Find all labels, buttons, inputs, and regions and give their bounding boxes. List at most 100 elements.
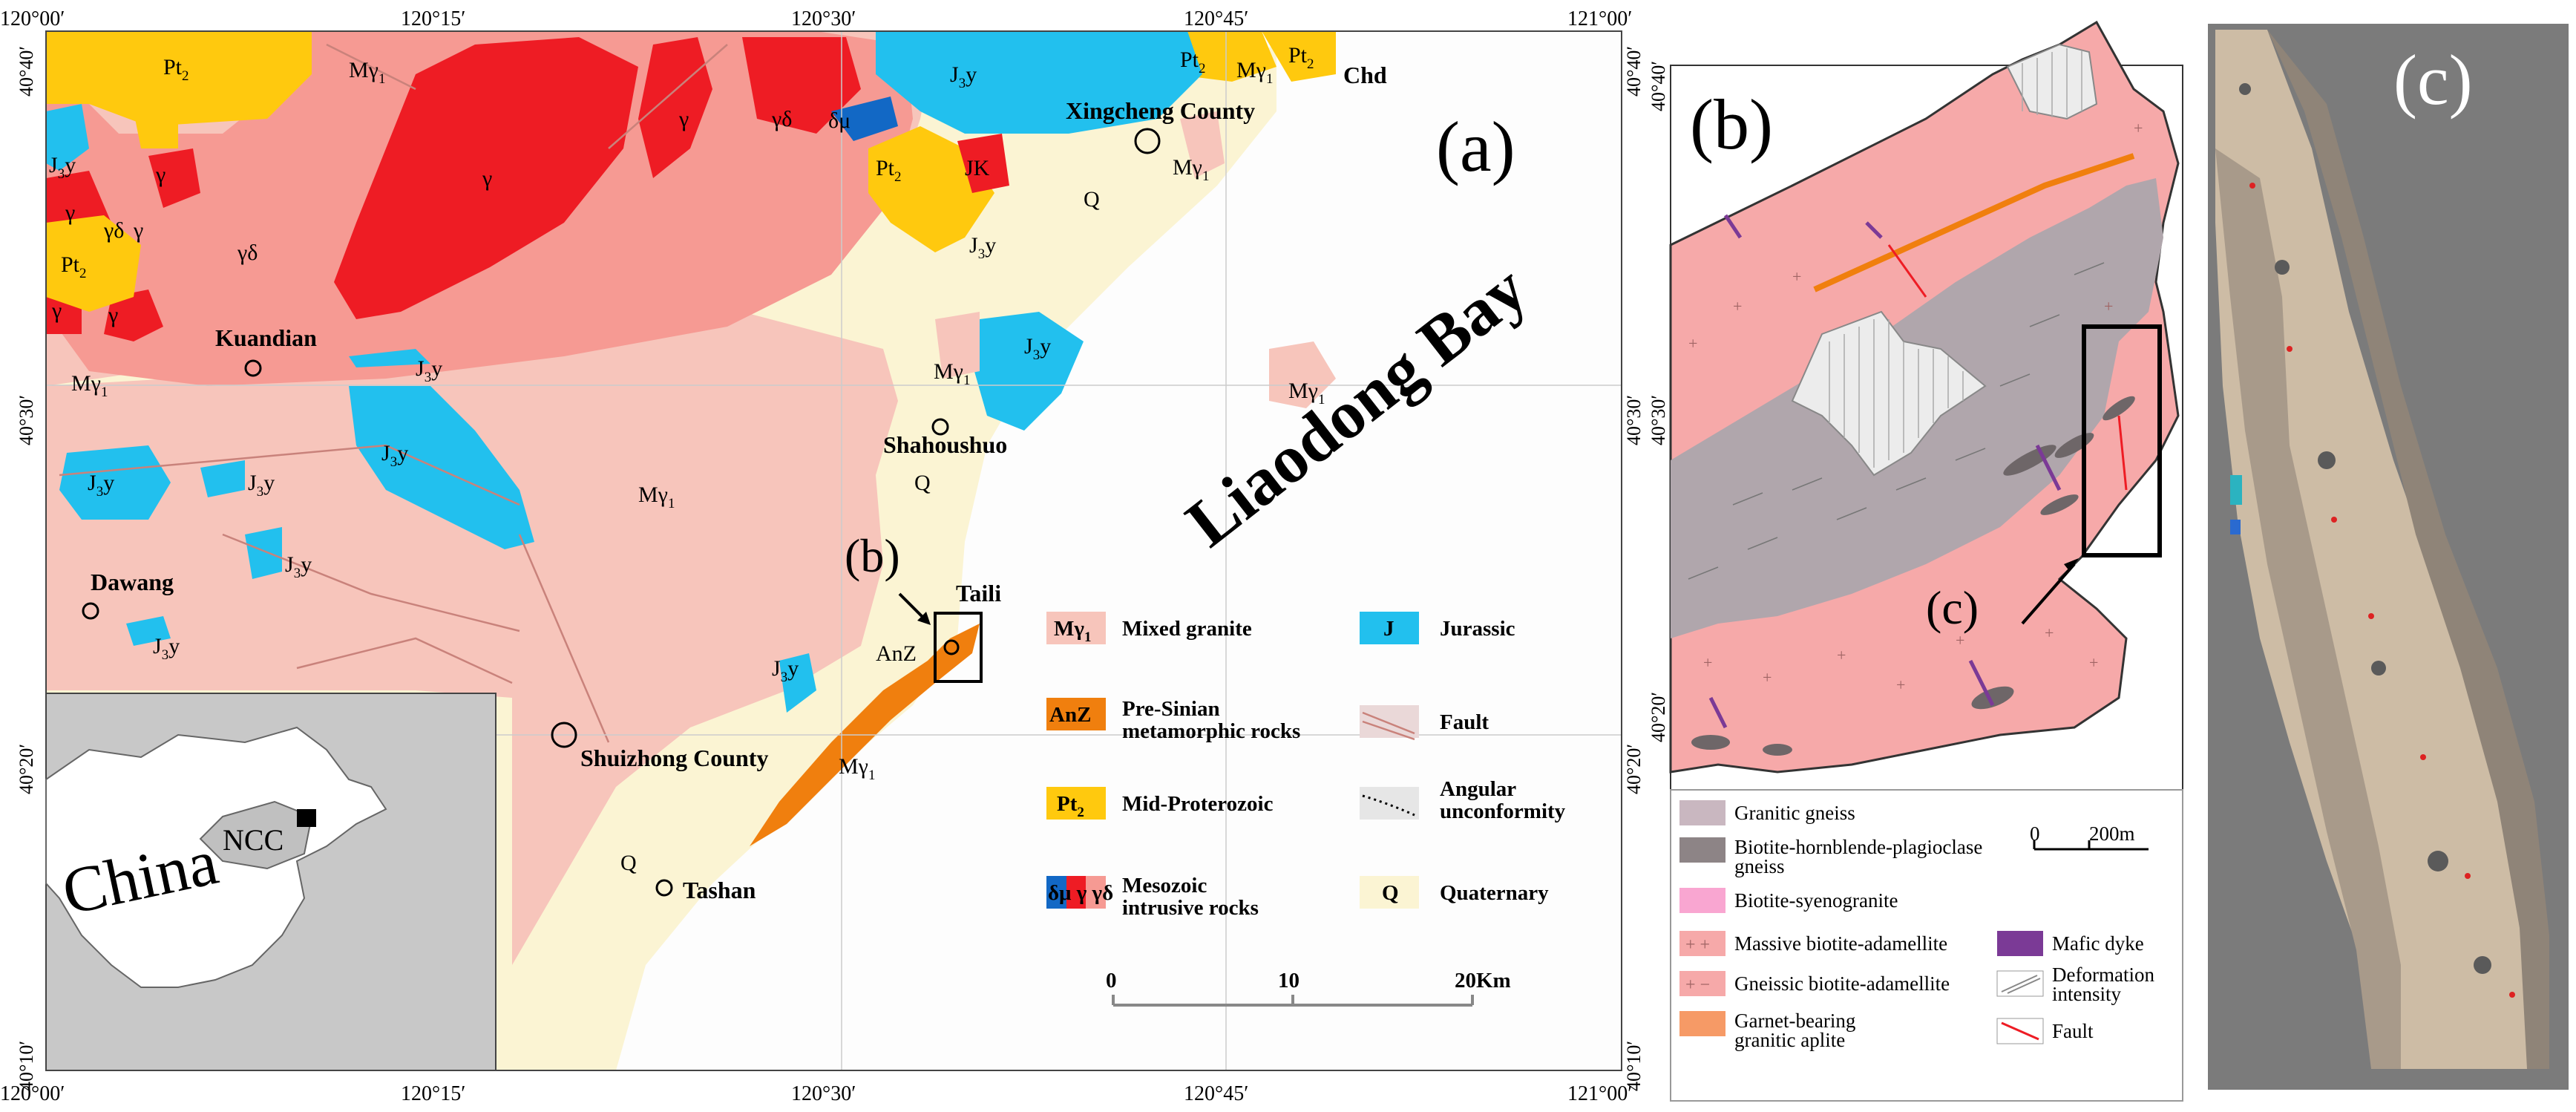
svg-text:+: + [2104,297,2113,315]
unit-my-center: Mγ1 [638,483,675,511]
svg-text:+: + [2089,653,2098,672]
place-chd: Chd [1343,62,1387,88]
callout-b: (b) [845,529,900,582]
unit-my-xc: Mγ1 [1173,155,1209,184]
unit-my-ne: Mγ1 [1236,58,1273,87]
svg-text:+: + [1896,676,1905,694]
unit-gamma-3: γ [155,163,165,187]
svg-text:200m: 200m [2089,822,2135,845]
unit-jy-kuan: J3y [416,356,442,385]
unit-gd-1: γδ [771,107,792,131]
bottom-tick-1: 120°15′ [401,1082,465,1105]
left-tick-0: 40°40′ [16,46,37,97]
xingcheng-marker [1134,128,1161,154]
svg-text:AnZ: AnZ [1049,703,1091,727]
unit-my-south: Mγ1 [839,754,875,783]
bottom-tick-0: 120°00′ [0,1082,65,1105]
unit-gamma-5: γ [133,218,143,243]
b-left-tick-2: 40°20′ [1648,692,1669,742]
svg-text:+: + [1956,631,1964,650]
unit-jy-top: J3y [950,62,977,91]
panel-b-outcrop-map: + + + + + + + + + + + + (c) (b) 40°40′ 40°30′ 40… [1648,20,2183,1102]
inset-ncc: NCC [223,823,284,857]
legend-text-quaternary: Quaternary [1440,881,1549,905]
svg-text:+: + [1703,653,1712,672]
right-tick-2: 40°20′ [1623,744,1644,794]
jurassic-area [876,31,1202,134]
svg-text:+: + [1837,646,1846,664]
svg-text:+ −: + − [1685,975,1710,995]
unit-jy-big: J3y [381,441,408,470]
bottom-tick-4: 121°00′ [1567,1082,1632,1105]
svg-text:Biotite-syenogranite: Biotite-syenogranite [1734,889,1898,912]
legend-swatch-fault [1360,705,1419,738]
unit-my-east: Mγ1 [1288,379,1325,408]
left-tick-2: 40°20′ [16,744,37,794]
legend-swatch-quaternary [1360,876,1419,909]
legend-swatch-pt2 [1046,787,1106,820]
svg-text:Fault: Fault [2052,1020,2094,1042]
legend-text-pt2: Mid-Proterozoic [1122,792,1274,816]
panel-c-uav-orthophoto: (c) [2208,24,2569,1090]
shuizhong-marker [551,722,577,748]
panel-a-geologic-map: 120°00′ 120°15′ 120°30′ 120°45′ 121°00′ … [0,7,1644,1105]
svg-text:Gneissic biotite-adamellite: Gneissic biotite-adamellite [1734,972,1950,995]
right-tick-0: 40°40′ [1623,46,1644,97]
unit-jy-w3: J3y [285,552,312,581]
legend-swatch-unconformity [1360,787,1419,820]
svg-text:20Km: 20Km [1455,969,1511,992]
legend-text-jurassic: Jurassic [1440,617,1515,641]
svg-text:Pt2: Pt2 [1057,792,1084,820]
kuandian-marker [244,359,262,377]
taili-marker [943,639,960,655]
dawang-marker [82,602,99,620]
unit-jy-s: J3y [772,656,799,685]
panel-a-label: (a) [1436,107,1515,186]
unit-my-w: Mγ1 [71,371,108,400]
panel-b-label: (b) [1690,85,1773,164]
shahoushuo-marker [931,418,949,436]
svg-text:0: 0 [2030,822,2040,845]
unit-q-3: Q [620,851,637,875]
gamma-granite-large [334,37,638,319]
place-kuandian: Kuandian [215,324,317,351]
unit-my-shah: Mγ1 [934,359,970,388]
top-tick-4: 121°00′ [1567,7,1632,30]
legend-text-anz: Pre-Sinian [1122,697,1220,721]
unit-jy-mid: J3y [969,233,996,262]
scale-bar-a: 0 10 20Km [1106,969,1511,1007]
legend-swatch-jurassic [1360,612,1419,644]
tashan-marker [655,879,673,897]
unit-jy-east: J3y [1024,334,1051,363]
place-dawang: Dawang [91,569,174,595]
unit-jy-nw: J3y [49,153,76,182]
svg-text:Deformation: Deformation [2052,964,2154,986]
place-taili: Taili [956,580,1001,606]
svg-text:Q: Q [1382,881,1399,905]
unit-jy-w1: J3y [88,471,114,500]
unit-deltamu: δμ [828,108,851,133]
unit-gamma-1: γ [482,166,492,191]
svg-text:+: + [2134,119,2143,137]
unit-gd-2: γδ [237,241,258,265]
svg-text:granitic aplite: granitic aplite [1734,1029,1845,1051]
right-tick-3: 40°10′ [1623,1041,1644,1091]
unit-pt2-mid: Pt2 [876,156,902,185]
legend-swatch-mixed-granite [1046,612,1106,644]
svg-text:gneiss: gneiss [1734,855,1785,877]
bottom-tick-3: 120°45′ [1184,1082,1248,1105]
callout-c: (c) [1926,581,1979,634]
svg-text:+: + [1733,297,1742,315]
svg-text:intensity: intensity [2052,983,2121,1005]
unit-gd-3: γδ [103,218,124,243]
top-tick-0: 120°00′ [0,7,65,30]
legend-b: Granitic gneiss Biotite-hornblende-plagi… [1670,789,2183,1102]
legend-swatch-anz [1046,698,1106,730]
unit-q-2: Q [914,471,931,495]
svg-text:0: 0 [1106,969,1117,992]
unit-pt2-w: Pt2 [61,252,87,281]
svg-text:+: + [1688,334,1697,353]
svg-text:+: + [1792,267,1801,286]
unit-jy-w2: J3y [248,471,275,500]
unit-jk: JK [965,156,990,180]
